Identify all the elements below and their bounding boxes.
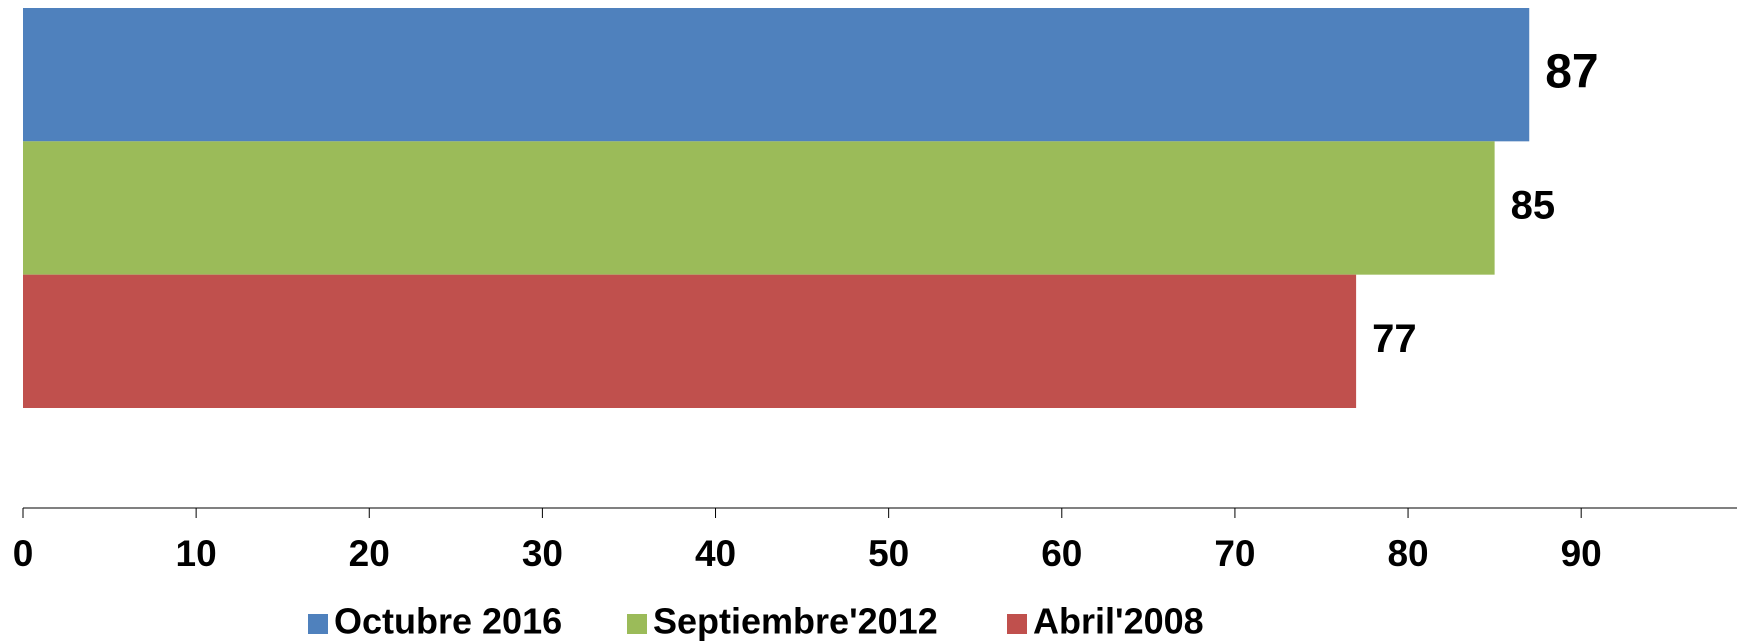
legend-swatch bbox=[627, 614, 647, 634]
value-label: 77 bbox=[1372, 317, 1417, 361]
bar bbox=[23, 141, 1495, 274]
x-tick-label: 40 bbox=[695, 533, 736, 574]
x-tick-label: 10 bbox=[176, 533, 217, 574]
x-tick-label: 60 bbox=[1041, 533, 1082, 574]
legend-label: Septiembre'2012 bbox=[653, 601, 938, 642]
legend-swatch bbox=[1007, 614, 1027, 634]
bar bbox=[23, 8, 1529, 141]
x-tick-label: 50 bbox=[868, 533, 909, 574]
legend-label: Abril'2008 bbox=[1033, 601, 1204, 642]
x-tick-label: 0 bbox=[13, 533, 34, 574]
x-tick-label: 70 bbox=[1214, 533, 1255, 574]
x-tick-label: 30 bbox=[522, 533, 563, 574]
x-tick-label: 80 bbox=[1387, 533, 1428, 574]
value-label: 85 bbox=[1511, 184, 1556, 228]
x-tick-label: 20 bbox=[349, 533, 390, 574]
value-label: 87 bbox=[1545, 45, 1598, 98]
x-tick-label: 90 bbox=[1561, 533, 1602, 574]
chart: 0 10 20 30 40 50 60 70 80 90 87 85 77 Octubre 2016 Sep… bbox=[0, 0, 1737, 643]
legend-label: Octubre 2016 bbox=[334, 601, 562, 642]
legend-swatch bbox=[308, 614, 328, 634]
bar bbox=[23, 275, 1356, 408]
